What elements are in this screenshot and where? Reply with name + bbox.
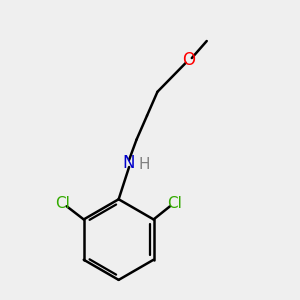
Text: Cl: Cl (167, 196, 182, 211)
Text: N: N (123, 154, 135, 172)
Text: Cl: Cl (55, 196, 70, 211)
Text: O: O (182, 51, 195, 69)
Text: H: H (138, 158, 150, 172)
